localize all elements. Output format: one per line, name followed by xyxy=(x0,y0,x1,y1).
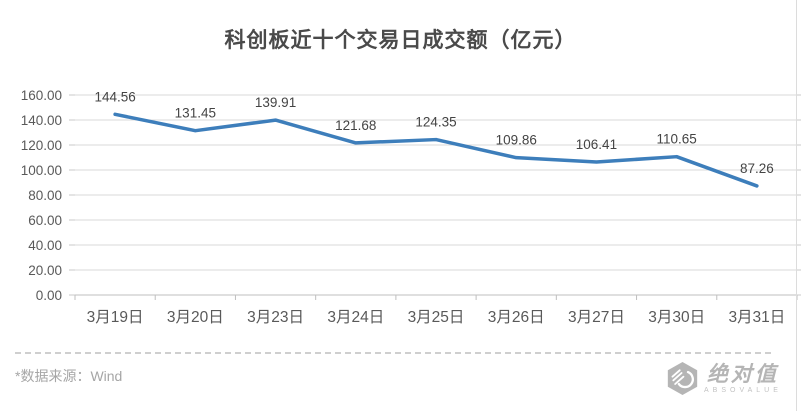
data-label: 110.65 xyxy=(657,132,697,147)
data-label: 121.68 xyxy=(335,118,376,133)
x-category-label: 3月20日 xyxy=(167,309,224,326)
x-category-label: 3月31日 xyxy=(728,309,785,326)
absovalue-hexagon-icon xyxy=(667,362,698,395)
line-chart: 0.00 20.00 40.00 60.00 80.00 100.00 120.00 140.… xyxy=(21,88,801,326)
x-category-label: 3月25日 xyxy=(408,309,465,326)
absovalue-logo: 绝对值 ABSOVALUE xyxy=(666,361,782,396)
x-category-label: 3月26日 xyxy=(488,309,545,326)
y-tick-label: 100.00 xyxy=(21,163,62,178)
data-label: 144.56 xyxy=(94,89,135,104)
data-source-note: *数据来源：Wind xyxy=(15,368,123,384)
data-label: 139.91 xyxy=(255,95,296,110)
x-category-label: 3月19日 xyxy=(87,309,144,326)
y-tick-label: 80.00 xyxy=(28,188,62,203)
dashed-separator xyxy=(15,352,771,354)
right-edge-border xyxy=(796,0,797,411)
data-label: 131.45 xyxy=(175,106,216,121)
y-tick-label: 140.00 xyxy=(21,113,62,128)
y-tick-label: 120.00 xyxy=(21,138,62,153)
y-tick-label: 160.00 xyxy=(21,88,62,103)
x-category-label: 3月30日 xyxy=(648,309,705,326)
y-tick-label: 40.00 xyxy=(28,238,62,253)
logo-text: 绝对值 ABSOVALUE xyxy=(704,363,782,395)
chart-title: 科创板近十个交易日成交额（亿元） xyxy=(224,29,577,52)
logo-name-en: ABSOVALUE xyxy=(704,386,782,394)
series-line xyxy=(113,112,759,188)
data-label: 109.86 xyxy=(496,133,537,148)
data-label: 124.35 xyxy=(415,115,456,130)
data-label: 87.26 xyxy=(740,161,774,176)
y-tick-label: 20.00 xyxy=(28,263,62,278)
x-category-label: 3月24日 xyxy=(327,309,384,326)
data-label: 106.41 xyxy=(576,137,617,152)
y-tick-label: 0.00 xyxy=(36,288,62,303)
x-category-label: 3月27日 xyxy=(568,309,625,326)
logo-name-cn: 绝对值 xyxy=(706,362,779,386)
y-tick-label: 60.00 xyxy=(28,213,62,228)
x-category-label: 3月23日 xyxy=(247,309,304,326)
